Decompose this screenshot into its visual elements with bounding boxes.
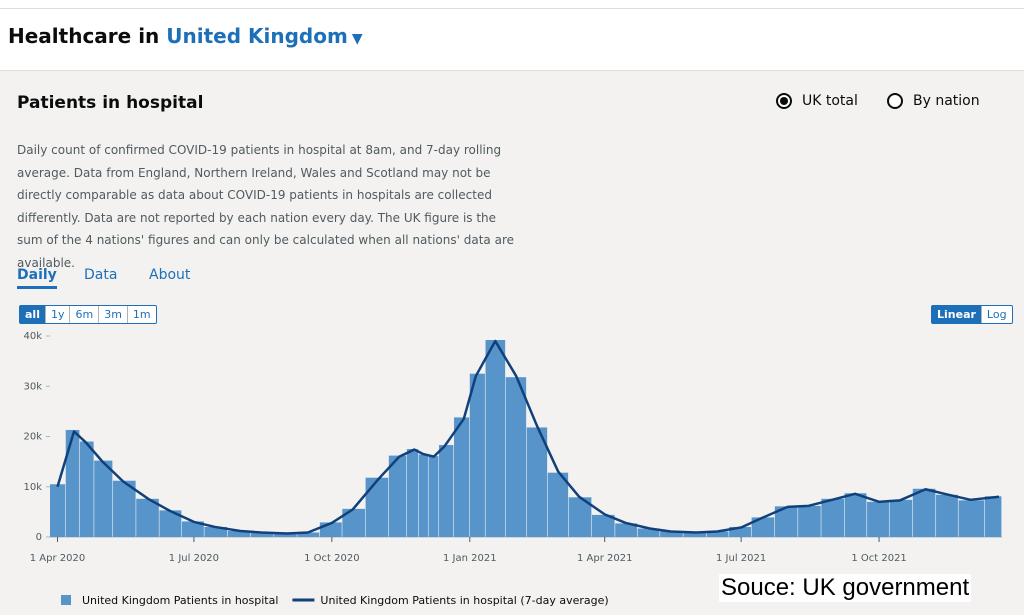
tab[interactable]: Data	[84, 267, 118, 283]
bar	[505, 377, 527, 537]
legend-swatch	[61, 595, 71, 605]
bar	[418, 454, 428, 537]
bar	[706, 531, 729, 537]
bar	[50, 484, 66, 537]
source-note: Souce: UK government	[719, 574, 972, 602]
bar	[388, 455, 407, 537]
line	[56, 339, 1000, 535]
scale-button[interactable]: Log	[980, 306, 1012, 323]
bar	[65, 429, 80, 537]
bar	[274, 533, 297, 537]
bar	[591, 514, 615, 537]
bar	[406, 449, 419, 537]
y-tick-label: 40k	[23, 331, 42, 342]
bar	[469, 373, 485, 537]
location-selector[interactable]: United Kingdom	[166, 24, 348, 48]
radio-label: By nation	[913, 93, 980, 109]
bar	[821, 498, 844, 537]
bar	[637, 528, 660, 537]
bar	[204, 526, 228, 537]
radio-by-nation[interactable]: By nation	[887, 93, 980, 109]
range-button[interactable]: 1m	[126, 306, 156, 323]
range-buttons: all 1y 6m 3m 1m	[19, 305, 157, 324]
bar	[112, 480, 136, 537]
tab[interactable]: About	[149, 267, 191, 283]
y-tick-label: 20k	[23, 432, 42, 443]
y-tick-label: 10k	[23, 482, 42, 493]
bar	[751, 517, 775, 537]
legend-label: United Kingdom Patients in hospital	[82, 594, 278, 607]
range-button[interactable]: 1y	[44, 306, 70, 323]
legend-label: United Kingdom Patients in hospital (7-d…	[320, 594, 608, 607]
bar	[774, 506, 798, 537]
x-tick-label: 1 Jul 2020	[169, 553, 219, 564]
bar	[798, 505, 821, 537]
bar	[984, 496, 1002, 537]
bar	[342, 508, 365, 537]
bar	[568, 497, 592, 537]
bar	[547, 472, 569, 537]
bar	[844, 493, 867, 537]
x-tick-label: 1 Apr 2020	[30, 553, 85, 564]
x-tick-label: 1 Jan 2021	[443, 553, 497, 564]
card-title: Patients in hospital	[17, 93, 204, 113]
x-tick-label: 1 Oct 2020	[304, 553, 359, 564]
browser-bar	[0, 0, 1024, 9]
y-tick-label: 0	[36, 532, 42, 543]
description: Daily count of confirmed COVID-19 patien…	[17, 143, 514, 270]
bar	[159, 510, 182, 537]
page-heading: Healthcare in United Kingdom ▼	[8, 24, 363, 48]
range-button[interactable]: all	[20, 306, 45, 323]
x-tick-label: 1 Oct 2021	[851, 553, 906, 564]
bar	[297, 532, 320, 537]
bar	[958, 500, 985, 537]
bar	[79, 441, 94, 537]
bar	[889, 499, 913, 537]
bar	[526, 427, 548, 537]
radio-label: UK total	[802, 93, 858, 109]
bar	[729, 526, 752, 537]
bar	[250, 532, 274, 537]
bar	[428, 456, 439, 537]
bar	[912, 488, 936, 537]
bar	[485, 340, 506, 537]
x-tick-label: 1 Apr 2021	[577, 553, 632, 564]
x-tick-label: 1 Jul 2021	[716, 553, 766, 564]
bar	[454, 417, 470, 537]
bar	[227, 530, 251, 537]
bar	[181, 521, 204, 537]
bar	[136, 498, 159, 537]
dropdown-caret[interactable]: ▼	[351, 31, 363, 47]
bar	[936, 494, 958, 537]
y-tick-label: 30k	[23, 381, 42, 392]
heading-title: Healthcare in	[8, 24, 160, 48]
range-button[interactable]: 3m	[98, 306, 127, 323]
scale-buttons: Linear Log	[931, 305, 1013, 324]
tab[interactable]: Daily	[17, 267, 57, 289]
bar	[94, 460, 113, 537]
bar	[439, 445, 454, 537]
bar	[867, 501, 889, 537]
bar	[660, 531, 683, 537]
range-button[interactable]: 6m	[69, 306, 98, 323]
radio-uk-total[interactable]: UK total	[776, 93, 858, 109]
scale-button[interactable]: Linear	[932, 306, 981, 323]
bar	[615, 523, 638, 537]
bar	[365, 477, 389, 537]
bar	[683, 532, 707, 537]
